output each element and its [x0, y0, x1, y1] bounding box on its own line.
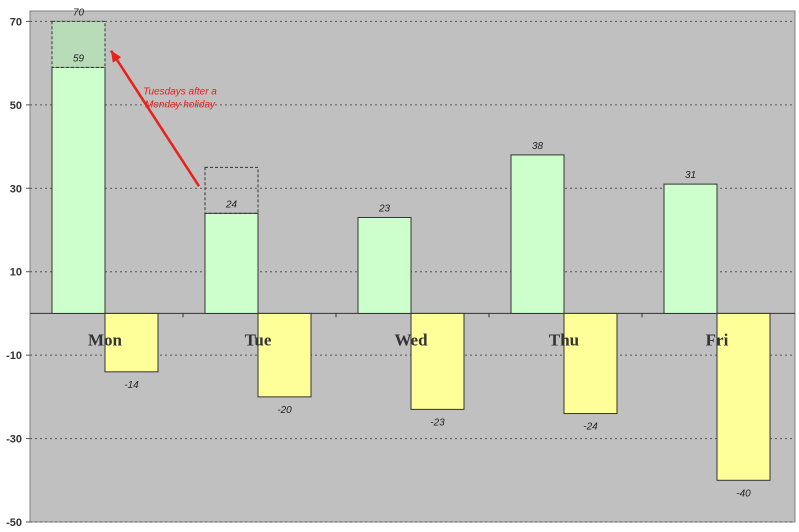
data-label: 38 — [532, 141, 544, 152]
data-label: -24 — [583, 422, 598, 433]
bar-thu-negative — [563, 312, 618, 415]
data-label: -20 — [277, 405, 292, 416]
y-tick-label: -50 — [6, 517, 22, 529]
category-label: Wed — [394, 330, 428, 349]
data-label: 31 — [685, 170, 696, 181]
y-axis: 70 50 30 10 -10 -30 -50 — [6, 16, 30, 529]
y-tick-label: 30 — [10, 183, 22, 195]
bars — [51, 20, 771, 481]
category-label: Thu — [549, 330, 579, 349]
annotation-text: Tuesdays after a — [143, 86, 217, 97]
category-label: Tue — [245, 330, 272, 349]
bar-tue-positive — [204, 212, 259, 314]
y-tick-label: 70 — [10, 16, 22, 28]
bar-mon-positive — [51, 66, 106, 314]
data-label: -14 — [124, 380, 139, 391]
annotation-text: Monday holiday — [145, 99, 216, 110]
y-tick-label: 10 — [10, 267, 22, 279]
bar-mon-negative — [104, 312, 159, 373]
data-label: -40 — [736, 488, 751, 499]
y-tick-label: -10 — [6, 350, 22, 362]
bar-wed-negative — [410, 312, 465, 410]
annotation-arrowhead — [111, 50, 122, 63]
category-labels: Mon Tue Wed Thu Fri — [88, 330, 729, 349]
bar-tue-negative — [257, 312, 312, 398]
highlight-total-label: 70 — [73, 7, 85, 18]
highlight-inner-label: 59 — [73, 53, 85, 64]
dashed-outline — [204, 166, 259, 214]
data-labels: -14 70 59 24 -20 23 -23 38 -24 31 -40 — [73, 7, 751, 499]
data-label: 24 — [225, 199, 238, 210]
y-tick-label: 50 — [10, 100, 22, 112]
highlight-box — [51, 20, 106, 68]
bar-fri-negative — [716, 312, 771, 481]
category-label: Fri — [706, 330, 729, 349]
bar-fri-positive — [663, 183, 718, 314]
data-label: 23 — [378, 203, 391, 214]
category-label: Mon — [88, 330, 123, 349]
bar-wed-positive — [357, 216, 412, 314]
bar-thu-positive — [510, 154, 565, 314]
annotation-arrow — [109, 49, 201, 187]
data-label: -23 — [430, 417, 445, 428]
annotation: Tuesdays after a Monday holiday — [109, 49, 217, 187]
y-tick-label: -30 — [6, 434, 22, 446]
